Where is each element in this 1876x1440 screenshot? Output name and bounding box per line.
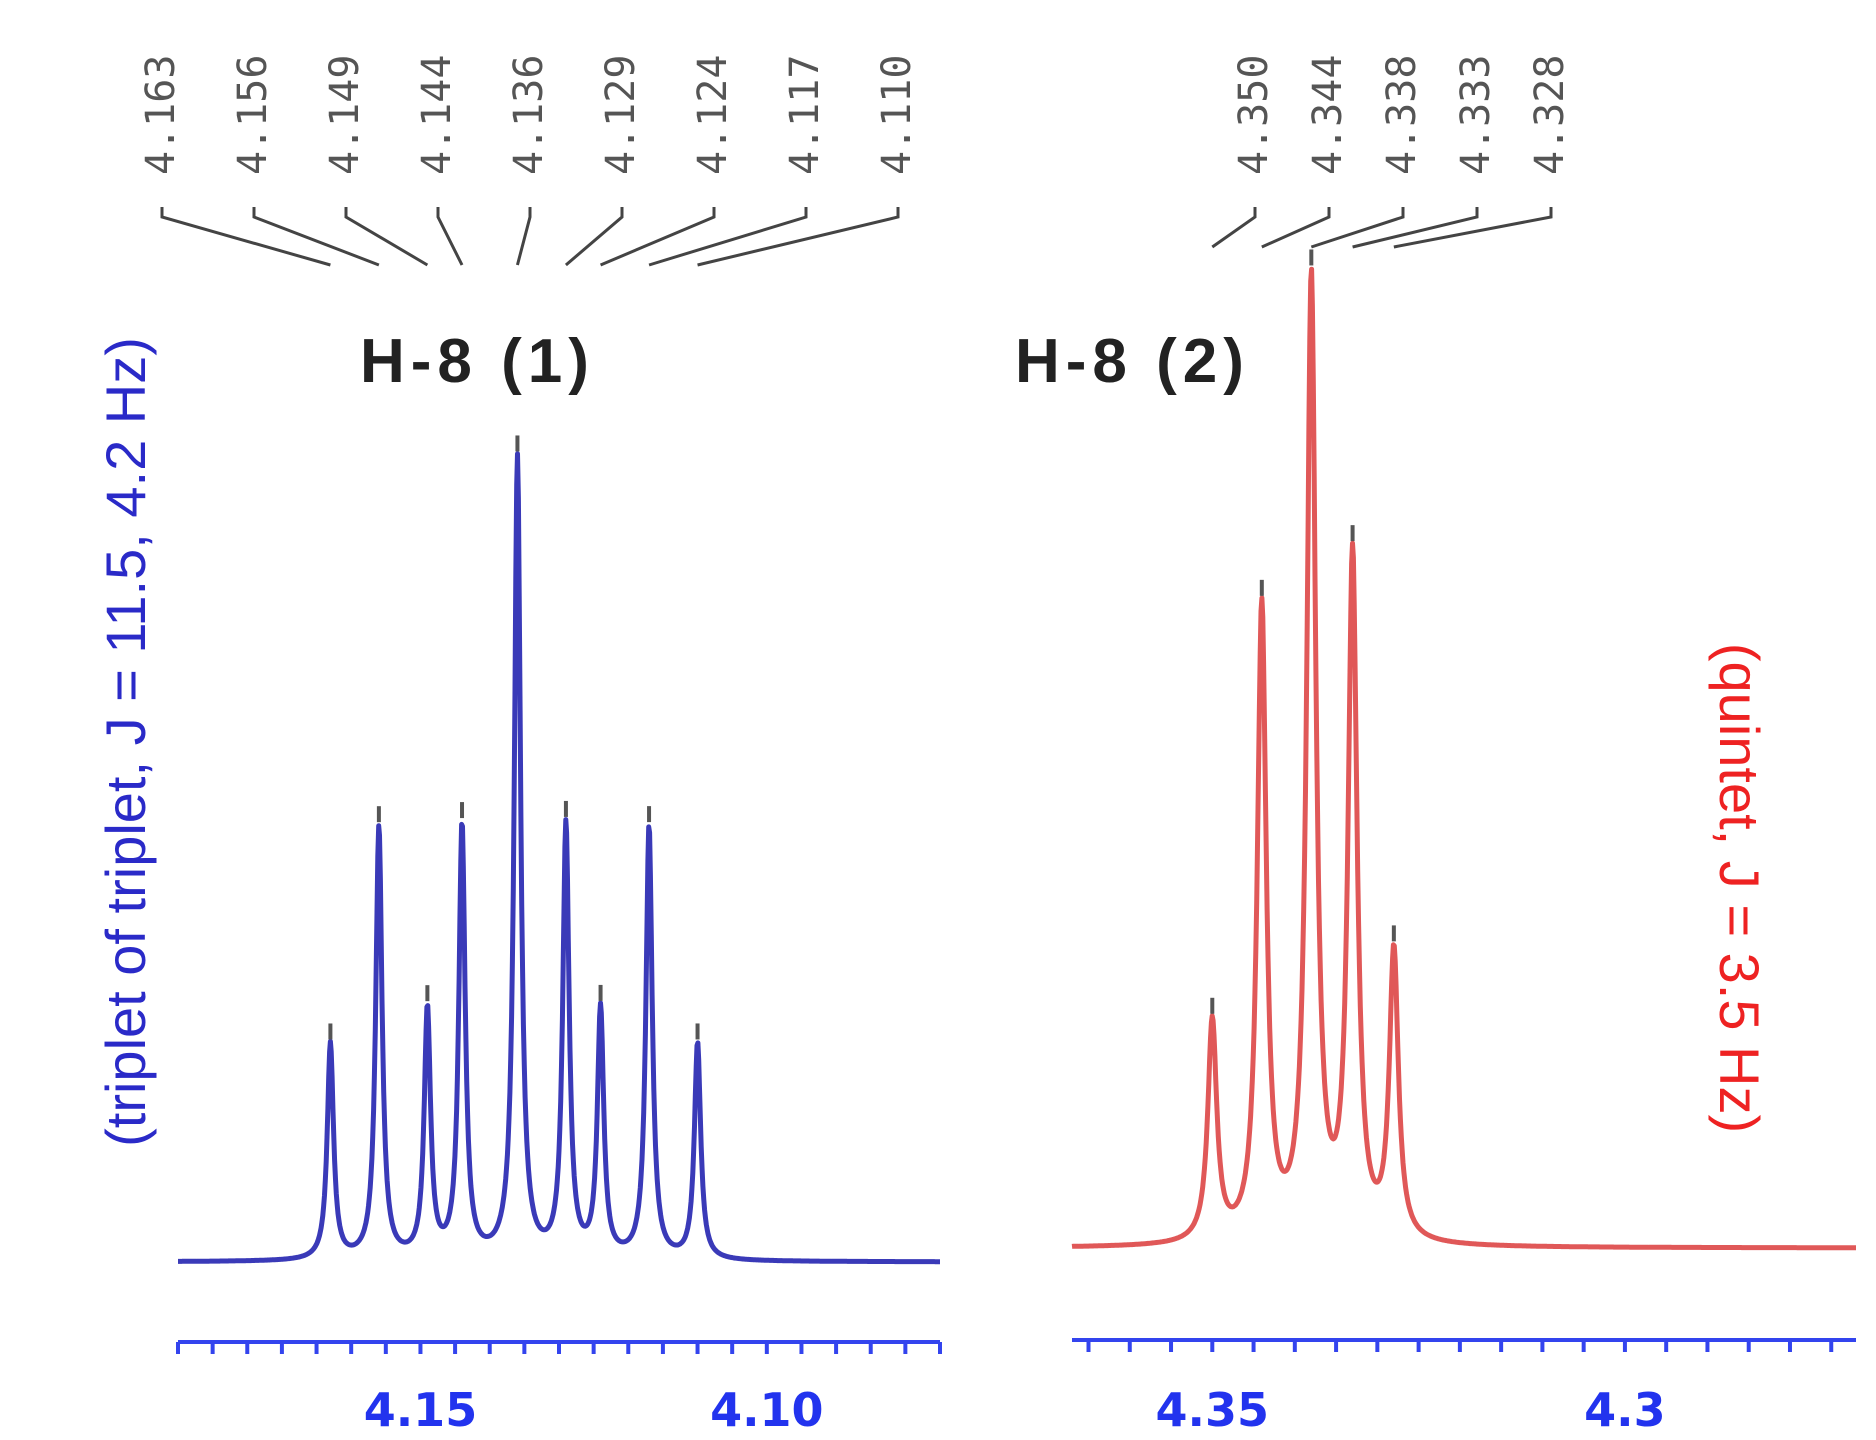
peak-label: 4.328 [1527,55,1573,175]
leader-line [648,207,808,267]
panel-2-title: H-8 (2) [1015,327,1250,396]
panel-1-title: H-8 (1) [360,327,595,396]
leader-line [344,207,429,267]
tick-label: 4.10 [710,1383,824,1437]
panel-2-x-axis: 4.35 4.3 [1072,1338,1856,1437]
tick-label: 4.15 [364,1383,478,1437]
spectrum-trace [1070,266,1858,1251]
peak-label: 4.350 [1231,55,1277,175]
leader-line [697,207,900,267]
peak-label: 4.136 [506,55,552,175]
peak-label: 4.149 [322,55,368,175]
leader-line [1352,207,1479,249]
leader-line [1393,207,1553,249]
peak-label: 4.344 [1305,55,1351,175]
peak-label: 4.338 [1379,55,1425,175]
panel-2-peak-labels: 4.350 4.344 4.338 4.333 4.328 [1231,55,1573,175]
panel-1-multiplicity-label: (triplet of triplet, J = 11.5, 4.2 Hz) [94,337,157,1147]
leader-line [160,207,331,267]
panel-1-spectrum [176,435,942,1265]
panel-h8-1: H-8 (1) (triplet of triplet, J = 11.5, 4… [94,55,942,1437]
peak-label: 4.156 [230,55,276,175]
peak-label: 4.163 [138,55,184,175]
panel-2-multiplicity-label: (quintet, J = 3.5 Hz) [1708,643,1771,1133]
leader-line [564,207,624,267]
leader-line [436,207,464,266]
panel-1-x-axis: 4.15 4.10 [176,1340,942,1437]
panel-1-peak-labels: 4.163 4.156 4.149 4.144 4.136 4.129 4.124 4.117… [138,55,920,175]
tick-label: 4.35 [1156,1383,1270,1437]
leader-line [515,207,532,266]
leader-line [252,207,380,267]
peak-label: 4.124 [690,55,736,175]
peak-label: 4.333 [1453,55,1499,175]
peak-label: 4.129 [598,55,644,175]
peak-label: 4.144 [414,55,460,175]
spectrum-trace [176,451,942,1265]
leader-line [1261,207,1331,249]
leader-line [599,207,716,267]
peak-label: 4.117 [782,55,828,175]
panel-2-spectrum [1070,249,1858,1251]
panel-1-leader-lines [160,207,900,267]
panel-2-leader-lines [1211,207,1553,249]
peak-label: 4.110 [874,55,920,175]
leader-line [1211,207,1257,249]
tick-label: 4.3 [1584,1383,1666,1437]
leader-line [1310,207,1405,249]
panel-h8-2: H-8 (2) (quintet, J = 3.5 Hz) 4.350 4.344… [1015,55,1858,1437]
